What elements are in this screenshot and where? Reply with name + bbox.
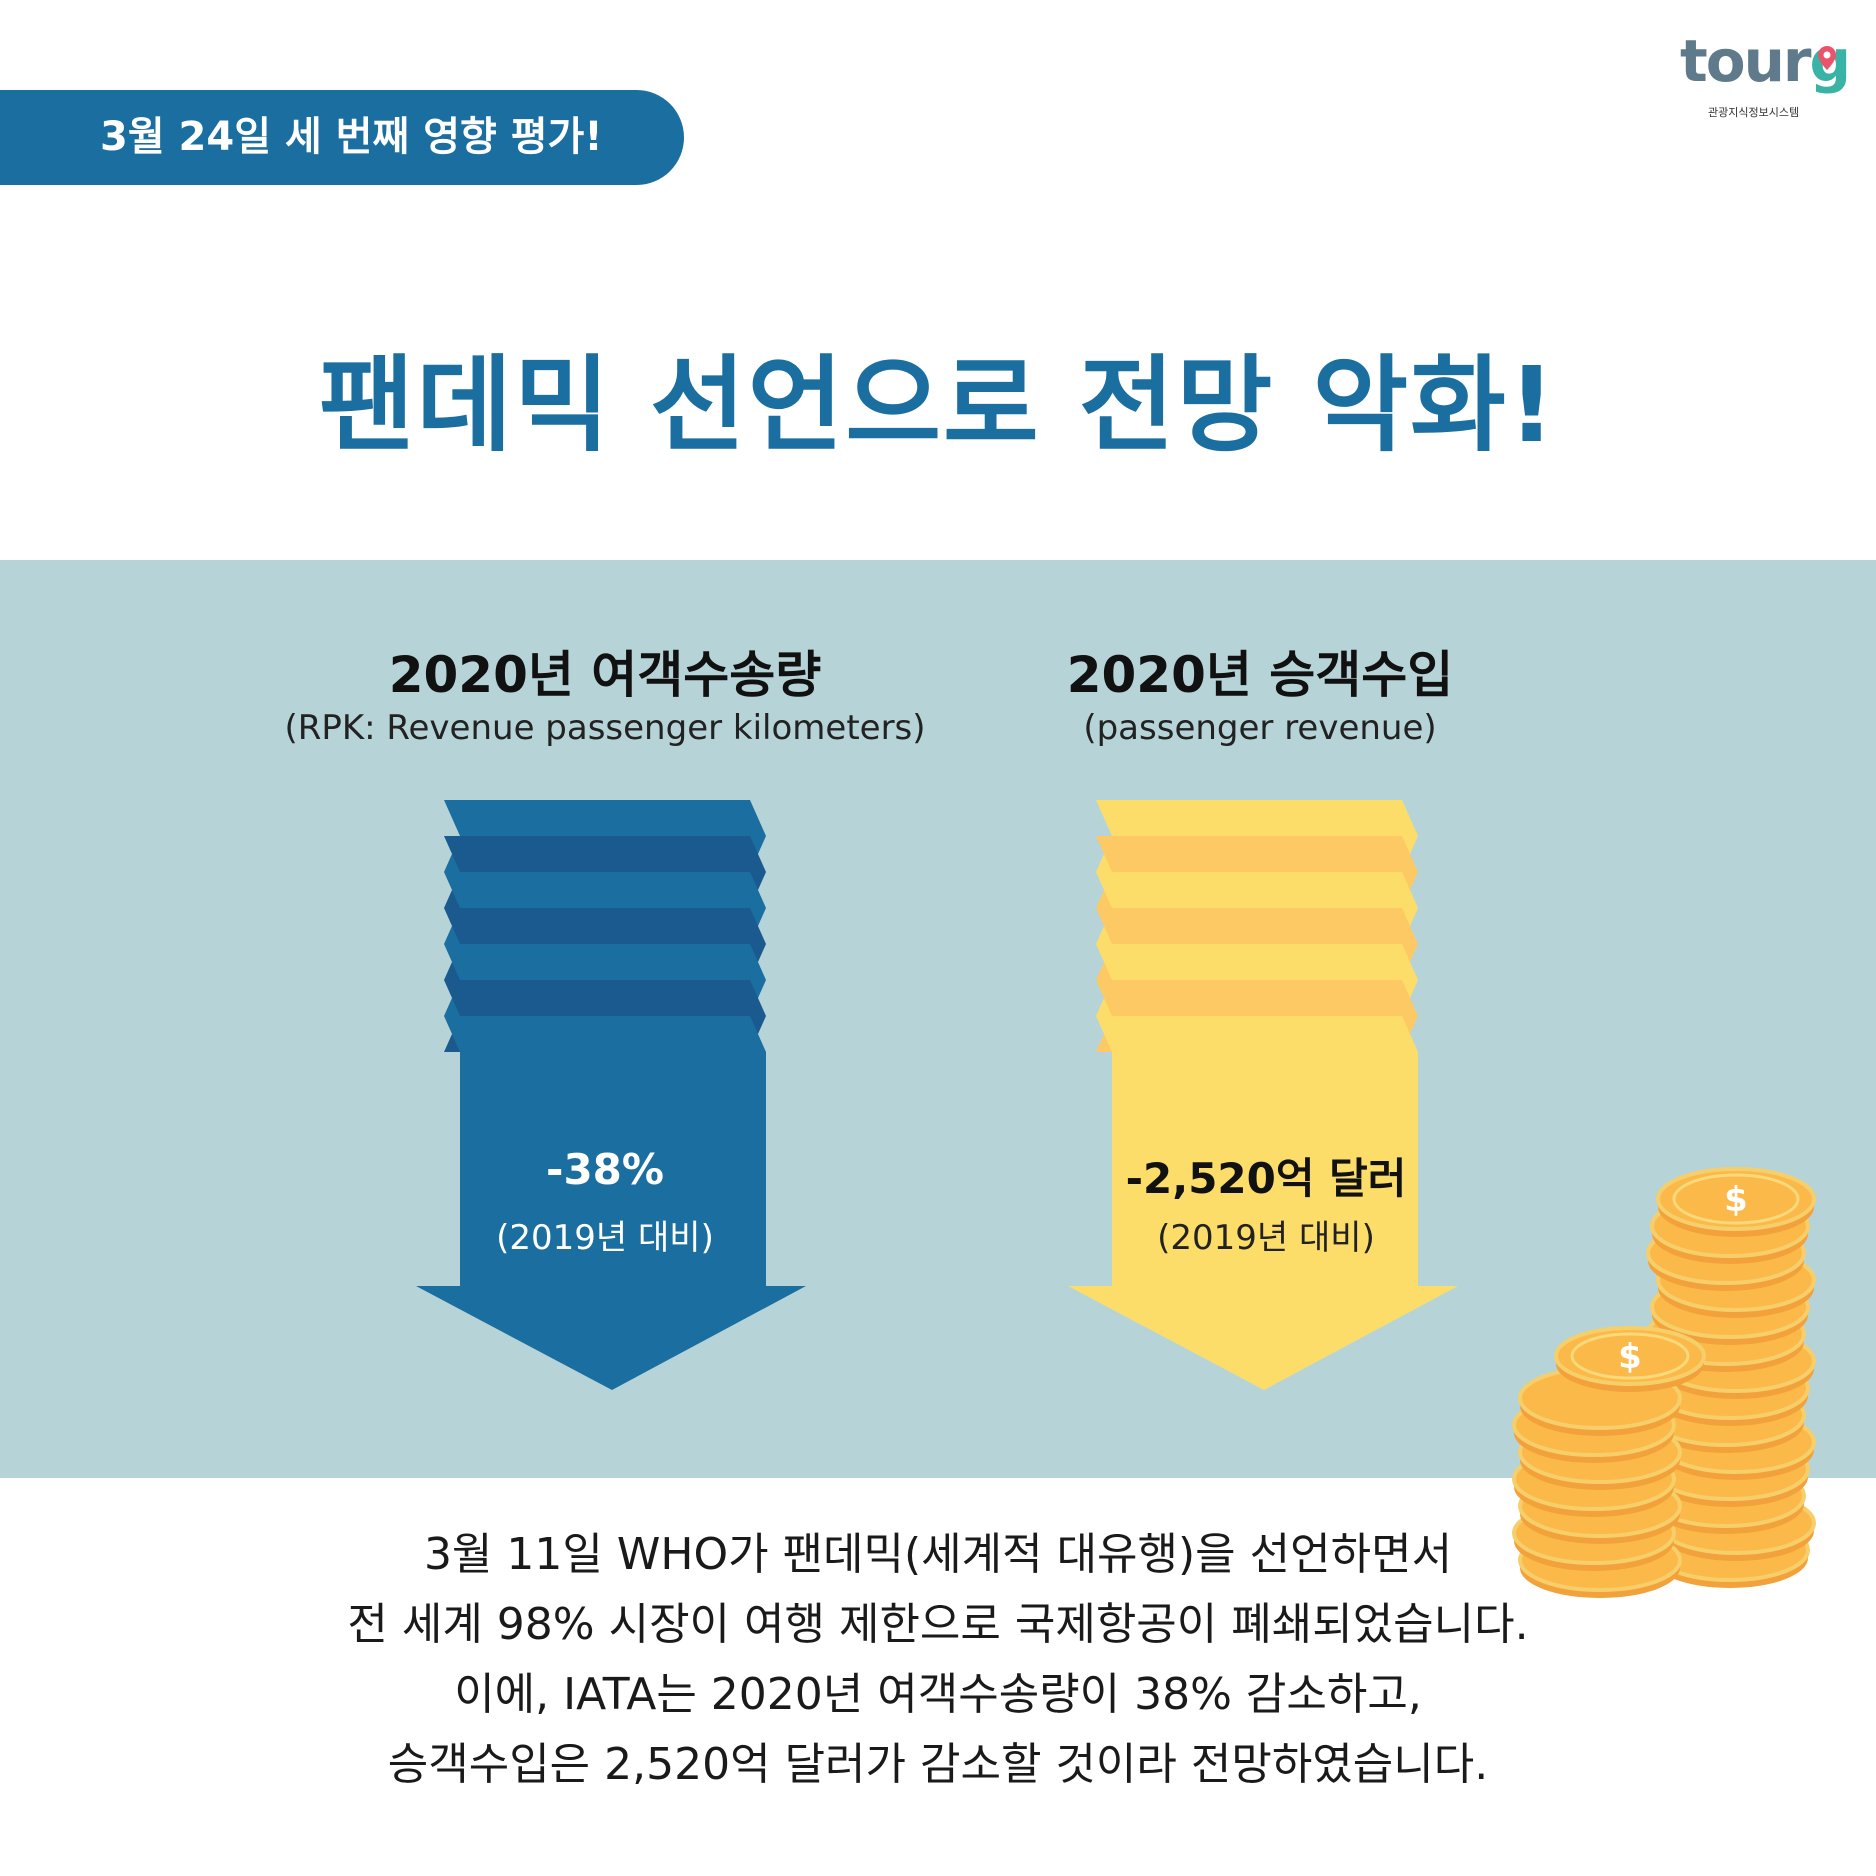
body-paragraph: 3월 11일 WHO가 팬데믹(세계적 대유행)을 선언하면서 전 세계 98%… <box>0 1520 1876 1800</box>
right-title: 2020년 승객수입 <box>1066 646 1454 704</box>
right-note: (2019년 대비) <box>1157 1218 1375 1258</box>
page-headline: 팬데믹 선언으로 전망 악화! <box>318 344 1558 466</box>
dollar-coin-icon: $ <box>1554 1326 1706 1392</box>
location-pin-icon <box>1818 46 1836 70</box>
section-tag-label: 3월 24일 세 번째 영향 평가! <box>100 114 603 160</box>
right-value: -2,520억 달러 <box>1125 1154 1407 1203</box>
svg-text:$: $ <box>1724 1180 1748 1220</box>
left-down-arrow <box>416 800 806 1390</box>
body-line: 승객수입은 2,520억 달러가 감소할 것이라 전망하였습니다. <box>387 1739 1489 1790</box>
dollar-coin-icon: $ <box>1656 1167 1816 1237</box>
coin-stacks-illustration: $$ <box>1512 1167 1816 1598</box>
body-line: 전 세계 98% 시장이 여행 제한으로 국제항공이 폐쇄되었습니다. <box>347 1599 1529 1650</box>
comparison-panel: 2020년 여객수송량 (RPK: Revenue passenger kilo… <box>0 560 1876 1478</box>
left-value: -38% <box>546 1145 664 1194</box>
left-note: (2019년 대비) <box>496 1218 714 1258</box>
right-down-arrow <box>1068 800 1458 1390</box>
left-title: 2020년 여객수송량 <box>388 646 822 704</box>
body-line: 이에, IATA는 2020년 여객수송량이 38% 감소하고, <box>454 1669 1422 1720</box>
left-subtitle: (RPK: Revenue passenger kilometers) <box>284 708 926 748</box>
tourgo-logo: tourg 관광지식정보시스템 <box>1680 26 1851 126</box>
section-tag: 3월 24일 세 번째 영향 평가! <box>0 90 684 185</box>
logo-subtitle: 관광지식정보시스템 <box>1708 106 1800 119</box>
right-subtitle: (passenger revenue) <box>1083 708 1437 748</box>
body-line: 3월 11일 WHO가 팬데믹(세계적 대유행)을 선언하면서 <box>423 1529 1453 1580</box>
svg-text:$: $ <box>1618 1337 1642 1377</box>
